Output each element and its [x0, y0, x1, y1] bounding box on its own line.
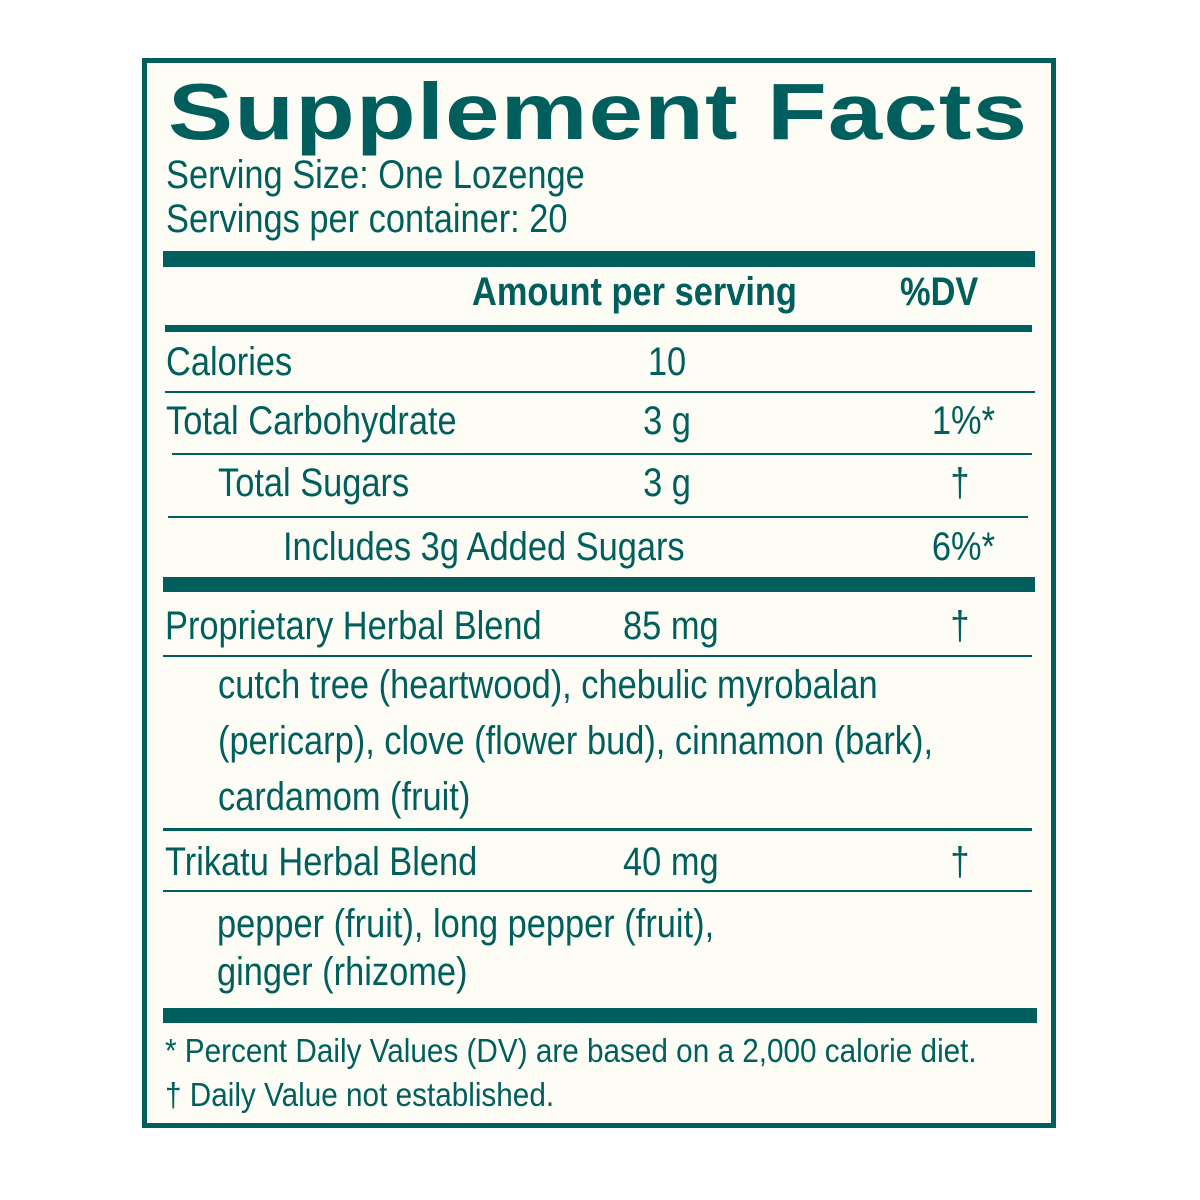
- row-amount-total-sugars: 3 g: [643, 461, 691, 505]
- row-amount-total-carbohydrate: 3 g: [643, 399, 691, 443]
- blend-dv-proprietary: †: [950, 604, 970, 648]
- serving-size: Serving Size: One Lozenge: [166, 153, 585, 197]
- row-name-added-sugars: Includes 3g Added Sugars: [283, 525, 685, 569]
- blend-amount-proprietary: 85 mg: [623, 604, 719, 648]
- divider: [163, 655, 1032, 657]
- row-name-total-sugars: Total Sugars: [218, 461, 410, 505]
- row-amount-calories: 10: [647, 340, 687, 384]
- divider: [172, 453, 1032, 455]
- blend-name-proprietary: Proprietary Herbal Blend: [165, 604, 542, 648]
- panel-title: Supplement Facts: [168, 67, 1029, 156]
- divider: [163, 890, 1032, 892]
- ingredient-line: (pericarp), clove (flower bud), cinnamon…: [218, 719, 934, 763]
- thick-divider: [163, 1008, 1037, 1023]
- blend-name-trikatu: Trikatu Herbal Blend: [165, 840, 478, 884]
- row-dv-total-carbohydrate: 1%*: [931, 399, 995, 443]
- header-amount: Amount per serving: [472, 270, 797, 314]
- ingredient-line: cardamom (fruit): [218, 775, 471, 819]
- header-dv: %DV: [900, 270, 979, 314]
- divider: [165, 391, 1035, 393]
- row-dv-added-sugars: 6%*: [931, 525, 995, 569]
- blend-dv-trikatu: †: [950, 840, 970, 884]
- footnote-dv: * Percent Daily Values (DV) are based on…: [165, 1032, 977, 1069]
- divider: [163, 828, 1032, 831]
- row-name-total-carbohydrate: Total Carbohydrate: [166, 399, 457, 443]
- medium-divider: [165, 325, 1032, 332]
- supplement-facts-panel: [142, 58, 1056, 1128]
- servings-per-container: Servings per container: 20: [166, 197, 568, 241]
- ingredient-line: ginger (rhizome): [217, 950, 468, 994]
- thick-divider: [163, 251, 1035, 267]
- ingredient-line: cutch tree (heartwood), chebulic myrobal…: [218, 663, 878, 707]
- ingredient-line: pepper (fruit), long pepper (fruit),: [217, 902, 715, 946]
- blend-amount-trikatu: 40 mg: [623, 840, 719, 884]
- row-name-calories: Calories: [166, 340, 293, 384]
- row-dv-total-sugars: †: [950, 461, 970, 505]
- thick-divider: [163, 577, 1035, 592]
- footnote-dagger: † Daily Value not established.: [165, 1076, 555, 1113]
- divider: [168, 516, 1028, 518]
